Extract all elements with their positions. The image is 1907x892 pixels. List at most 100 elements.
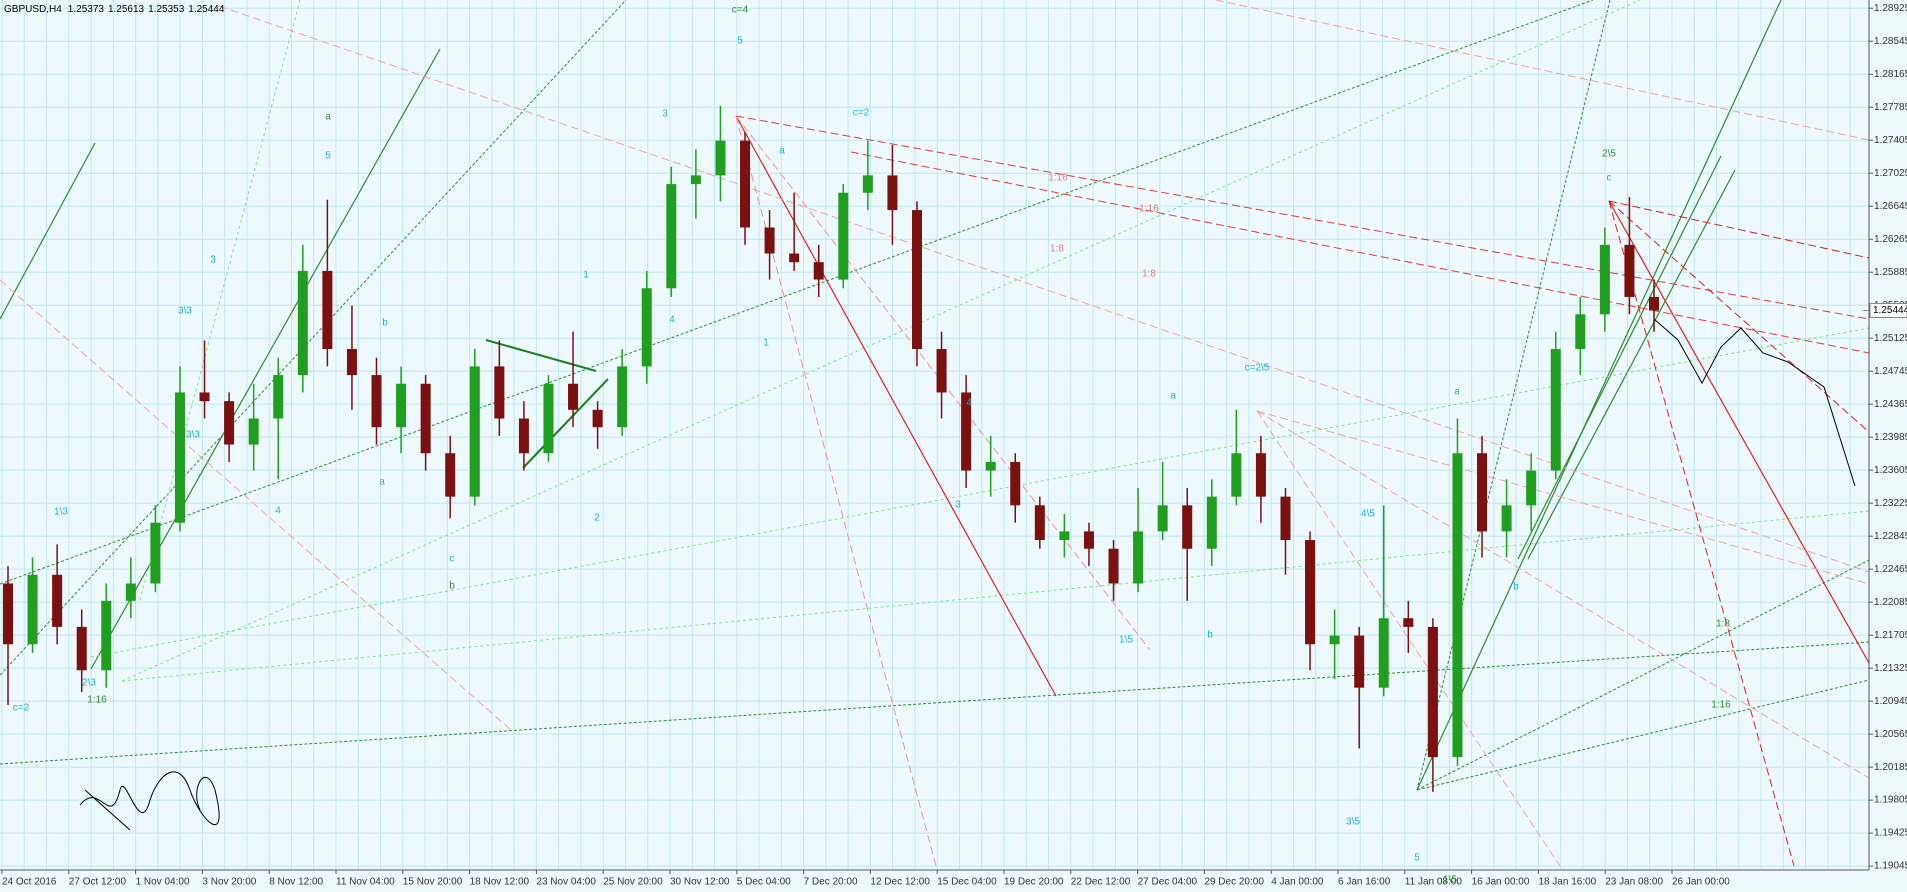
projection-path xyxy=(1653,318,1856,487)
x-tick-label: 5 Dec 04:00 xyxy=(737,877,791,888)
wave-label: b xyxy=(449,581,455,592)
trend-line xyxy=(1215,0,1870,141)
candle-body xyxy=(322,270,333,350)
candle-body xyxy=(617,366,628,428)
candle-body xyxy=(1452,453,1463,758)
x-tick-label: 8 Nov 12:00 xyxy=(269,877,323,888)
y-tick-label: 1.24365 xyxy=(1874,399,1907,410)
candle-body xyxy=(862,175,873,193)
header-high: 1.25613 xyxy=(108,4,145,15)
y-tick-label: 1.24745 xyxy=(1874,366,1907,377)
wave-label: b xyxy=(1207,630,1213,641)
wave-label: 3\3 xyxy=(186,430,200,441)
candle-body xyxy=(52,574,63,627)
candle-body xyxy=(813,262,824,280)
candle-body xyxy=(174,392,185,523)
wave-label: 4 xyxy=(966,398,972,409)
trend-line xyxy=(1608,200,1870,664)
candle-body xyxy=(740,140,751,228)
candle-body xyxy=(1550,349,1561,471)
y-tick-label: 1.19805 xyxy=(1874,795,1907,806)
candle-body xyxy=(1157,505,1168,532)
x-tick-label: 18 Nov 12:00 xyxy=(470,877,530,888)
candle-body xyxy=(961,392,972,471)
candle-body xyxy=(101,600,112,671)
header-low: 1.25353 xyxy=(148,4,185,15)
candle-body xyxy=(1378,618,1389,688)
triangle-line xyxy=(485,339,597,372)
wave-label: 1:16 xyxy=(1711,700,1731,711)
triangle-line xyxy=(522,378,609,469)
signature xyxy=(79,771,220,831)
x-tick-label: 24 Oct 2016 xyxy=(2,877,57,888)
y-tick-label: 1.20185 xyxy=(1874,762,1907,773)
trend-line xyxy=(0,0,1594,585)
y-tick-label: 1.22845 xyxy=(1874,531,1907,542)
wave-label: 1:8 xyxy=(1716,619,1730,630)
wave-label: c xyxy=(450,554,455,565)
y-tick-label: 1.19045 xyxy=(1874,861,1907,872)
trend-line xyxy=(1256,410,1870,779)
candle-body xyxy=(346,349,357,376)
candle-body xyxy=(125,583,136,601)
candle-body xyxy=(838,192,849,280)
x-tick-label: 29 Dec 20:00 xyxy=(1204,877,1264,888)
candle-body xyxy=(1427,626,1438,758)
y-tick-label: 1.26265 xyxy=(1874,234,1907,245)
candle-body xyxy=(1255,453,1266,497)
x-tick-label: 11 Jan 08:00 xyxy=(1405,877,1463,888)
x-tick-label: 3 Nov 20:00 xyxy=(202,877,256,888)
x-tick-label: 25 Nov 20:00 xyxy=(603,877,663,888)
wave-label: 1 xyxy=(583,270,589,281)
candle-body xyxy=(1010,461,1021,506)
candle-body xyxy=(690,175,701,185)
y-tick-label: 1.21325 xyxy=(1874,663,1907,674)
wave-label: a xyxy=(379,477,385,488)
bid-label: 1.25444 xyxy=(1873,305,1907,316)
y-tick-label: 1.25885 xyxy=(1874,267,1907,278)
candle-body xyxy=(1624,244,1635,297)
candle-body xyxy=(1206,496,1217,549)
wave-label: 4\5 xyxy=(1361,509,1375,520)
bid-box xyxy=(1869,302,1907,318)
y-tick-label: 1.23985 xyxy=(1874,432,1907,443)
y-tick-label: 1.28165 xyxy=(1874,69,1907,80)
y-tick-label: 1.22465 xyxy=(1874,564,1907,575)
x-tick-label: 15 Nov 20:00 xyxy=(403,877,463,888)
x-tick-label: 27 Oct 12:00 xyxy=(69,877,127,888)
trend-line xyxy=(0,279,512,731)
trend-line xyxy=(735,115,1870,320)
candle-body xyxy=(1599,244,1610,315)
trend-line xyxy=(90,327,1870,658)
candle-body xyxy=(715,140,726,176)
wave-label: 2 xyxy=(594,513,600,524)
candle-body xyxy=(494,366,505,419)
trend-lines xyxy=(0,0,1870,867)
candle-body xyxy=(568,383,579,410)
candle-body xyxy=(396,383,407,428)
candle-body xyxy=(543,383,554,454)
trend-line xyxy=(139,0,301,601)
trend-line xyxy=(1416,679,1870,791)
x-tick-label: 23 Nov 04:00 xyxy=(536,877,596,888)
wave-label: 1:8 xyxy=(1142,269,1156,280)
header: GBPUSD,H4 1.25373 1.25613 1.25353 1.25444 xyxy=(4,4,225,15)
candle-body xyxy=(764,227,775,254)
candle-body xyxy=(297,270,308,376)
x-tick-label: 23 Jan 08:00 xyxy=(1605,877,1663,888)
candle-body xyxy=(1108,548,1119,584)
wave-label: 1:16 xyxy=(1139,204,1159,215)
wave-label: 3 xyxy=(210,255,216,266)
candle-body xyxy=(1083,531,1094,549)
x-tick-label: 6 Jan 16:00 xyxy=(1338,877,1391,888)
trend-line xyxy=(121,510,1870,682)
candle-body xyxy=(1305,540,1316,645)
candle-body xyxy=(273,375,284,419)
candle-body xyxy=(1575,314,1586,350)
candle-body xyxy=(911,210,922,350)
x-tick-label: 22 Dec 12:00 xyxy=(1071,877,1131,888)
candle-body xyxy=(789,253,800,263)
candle-body xyxy=(1403,618,1414,627)
wave-label: 3 xyxy=(955,500,961,511)
trend-line xyxy=(1416,559,1870,791)
